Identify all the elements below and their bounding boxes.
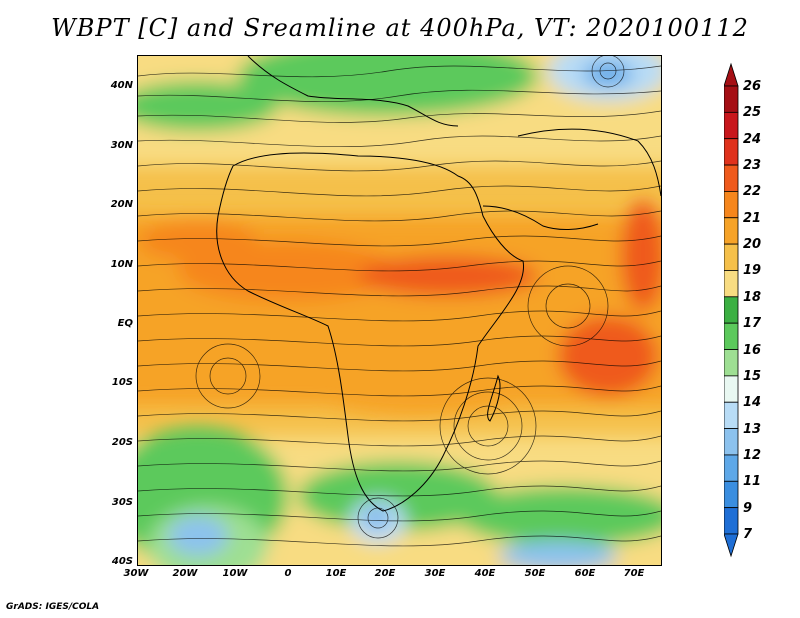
colorbar-box (724, 270, 739, 298)
lon-label-30e: 30E (424, 568, 446, 579)
colorbar-label: 9 (743, 500, 753, 516)
colorbar-label: 13 (743, 421, 762, 437)
colorbar-label: 20 (743, 237, 762, 253)
colorbar-box (724, 375, 739, 403)
colorbar-label: 7 (743, 527, 753, 542)
map-plot[interactable] (137, 55, 662, 566)
colorbar-box (724, 191, 739, 219)
lon-label-10e: 10E (325, 568, 347, 579)
lat-label-30s: 30S (111, 497, 133, 508)
lon-label-10w: 10W (222, 568, 248, 579)
colorbar-box (724, 111, 739, 140)
colorbar-label: 21 (743, 210, 762, 226)
colorbar-box (724, 401, 739, 429)
lat-label-eq: EQ (117, 318, 133, 329)
lat-label-40s: 40S (111, 556, 133, 567)
colorbar-box (724, 164, 739, 192)
colorbar-box (724, 480, 739, 509)
colorbar-box (724, 243, 739, 271)
colorbar-label: 25 (743, 105, 762, 121)
lon-label-30w: 30W (123, 568, 149, 579)
colorbar-arrow-top (724, 62, 739, 87)
colorbar-label: 23 (743, 158, 762, 174)
lat-label-20n: 20N (110, 199, 133, 210)
colorbar-box (724, 138, 739, 166)
colorbar-label: 26 (743, 79, 762, 94)
colorbar-box (724, 428, 739, 456)
lat-label-40n: 40N (110, 80, 133, 91)
colorbar-box (724, 507, 739, 535)
lat-label-30n: 30N (110, 140, 133, 151)
colorbar-label: 12 (743, 447, 762, 463)
colorbar-box (724, 85, 739, 113)
colorbar-label: 17 (743, 316, 762, 332)
lon-label-70e: 70E (623, 568, 645, 579)
coastlines (216, 56, 661, 512)
colorbar-box (724, 349, 739, 377)
colorbar-label: 19 (743, 263, 762, 279)
lon-label-0: 0 (284, 568, 292, 579)
colorbar-arrow-bottom (724, 533, 739, 558)
lat-label-20s: 20S (111, 437, 133, 448)
lon-label-50e: 50E (524, 568, 546, 579)
colorbar-label: 18 (743, 289, 762, 305)
lon-label-60e: 60E (574, 568, 596, 579)
colorbar-label: 11 (743, 474, 762, 490)
colorbar (724, 62, 739, 558)
wbpt-field (138, 56, 661, 565)
lat-label-10n: 10N (110, 259, 133, 270)
lon-label-20e: 20E (374, 568, 396, 579)
colorbar-box (724, 296, 739, 324)
colorbar-label: 16 (743, 342, 762, 358)
colorbar-label: 14 (743, 395, 762, 411)
lon-label-40e: 40E (474, 568, 496, 579)
streamlines (138, 56, 661, 547)
lon-label-20w: 20W (172, 568, 198, 579)
colorbar-box (724, 322, 739, 350)
colorbar-box (724, 454, 739, 482)
colorbar-box (724, 217, 739, 245)
colorbar-label: 15 (743, 368, 762, 384)
colorbar-label: 24 (743, 131, 762, 147)
grads-credit: GrADS: IGES/COLA (6, 602, 100, 612)
lat-label-10s: 10S (111, 377, 133, 388)
map-title: WBPT [C] and Sreamline at 400hPa, VT: 20… (51, 14, 749, 42)
colorbar-label: 22 (743, 184, 762, 200)
